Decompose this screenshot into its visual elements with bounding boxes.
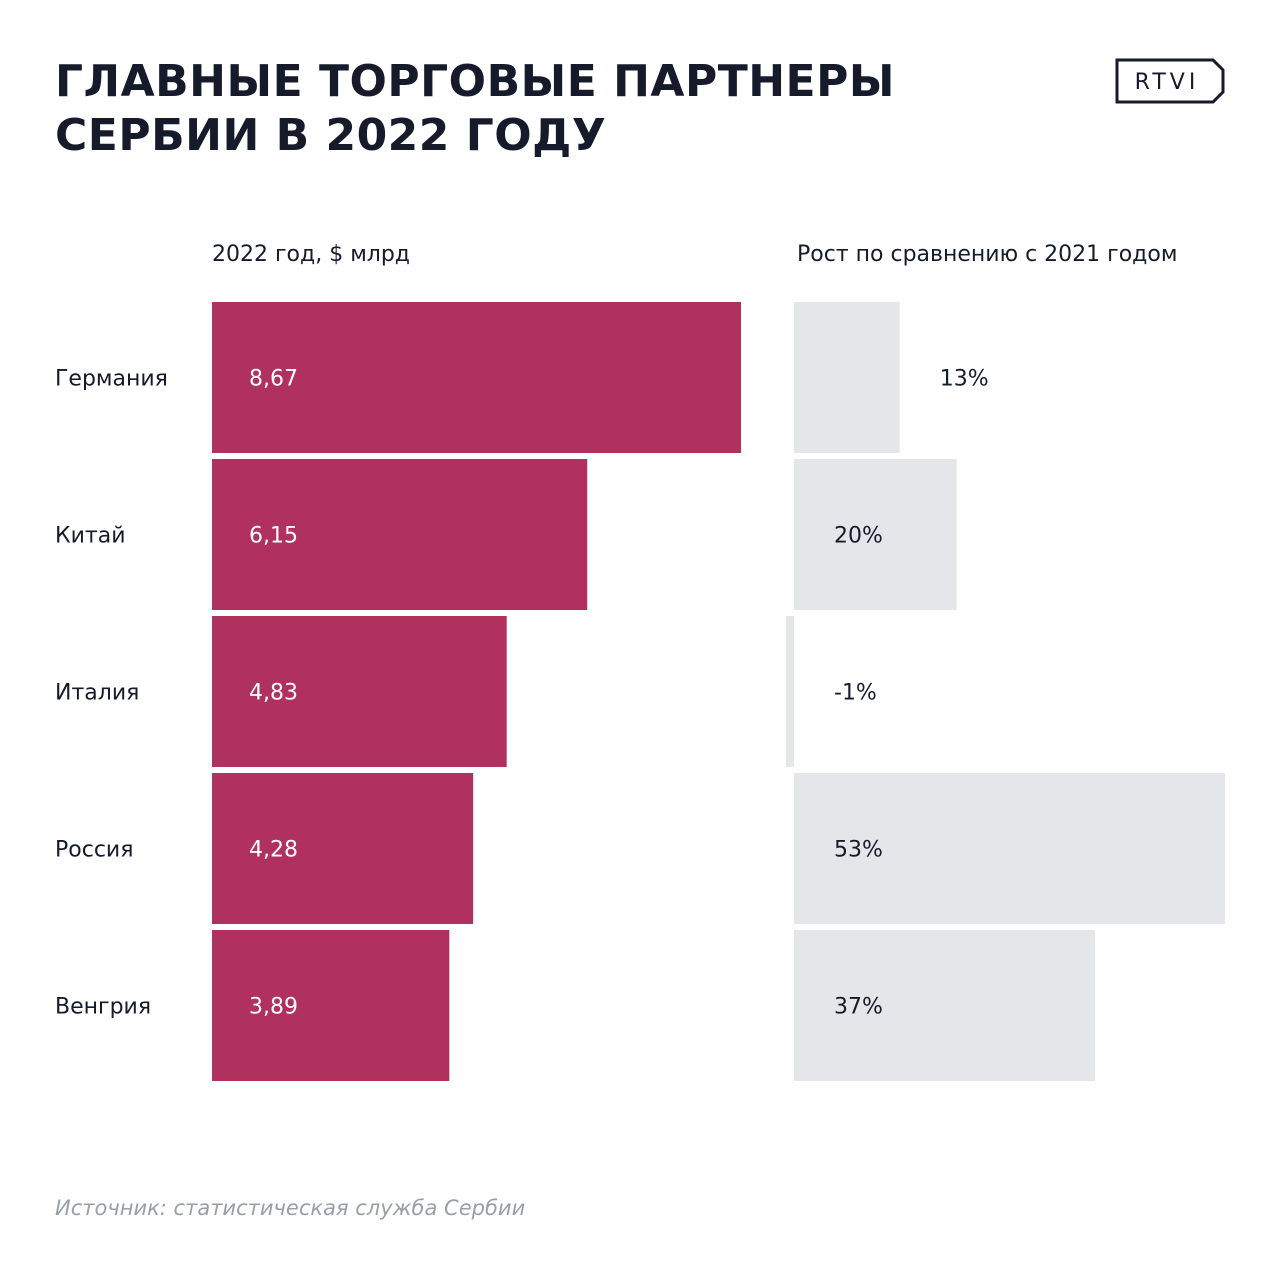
category-label: Италия	[55, 681, 139, 706]
growth-bar	[794, 459, 957, 610]
trade-bar	[212, 616, 507, 767]
trade-value-label: 6,15	[249, 524, 298, 549]
trade-value-label: 4,83	[249, 681, 298, 706]
trade-bar	[212, 773, 474, 924]
trade-value-label: 8,67	[249, 367, 298, 392]
rtvi-logo: RTVI	[1115, 58, 1225, 104]
category-label: Россия	[55, 838, 133, 863]
primary-series-header: 2022 год, $ млрд	[212, 242, 411, 267]
trade-bar	[212, 459, 588, 610]
chart-title-line-1: ГЛАВНЫЕ ТОРГОВЫЕ ПАРТНЕРЫ	[55, 56, 895, 107]
source-note: Источник: статистическая служба Сербии	[55, 1196, 526, 1220]
growth-bar	[794, 930, 1095, 1081]
category-label: Венгрия	[55, 995, 151, 1020]
growth-bar	[794, 773, 1225, 924]
trade-value-label: 4,28	[249, 838, 298, 863]
svg-text:RTVI: RTVI	[1135, 70, 1200, 95]
trade-bar	[212, 302, 741, 453]
growth-value-label: 37%	[834, 995, 883, 1020]
chart-title-line-2: СЕРБИИ В 2022 ГОДУ	[55, 110, 607, 161]
category-label: Германия	[55, 367, 168, 392]
growth-series-header: Рост по сравнению с 2021 годом	[797, 242, 1178, 267]
trade-value-label: 3,89	[249, 995, 298, 1020]
growth-bar	[785, 616, 794, 767]
growth-value-label: 20%	[834, 524, 883, 549]
growth-bar	[794, 302, 900, 453]
chart-title: ГЛАВНЫЕ ТОРГОВЫЕ ПАРТНЕРЫ СЕРБИИ В 2022 …	[55, 55, 895, 163]
growth-value-label: 13%	[940, 367, 989, 392]
growth-value-label: -1%	[834, 681, 877, 706]
trade-bar	[212, 930, 450, 1081]
category-label: Китай	[55, 524, 126, 549]
growth-value-label: 53%	[834, 838, 883, 863]
